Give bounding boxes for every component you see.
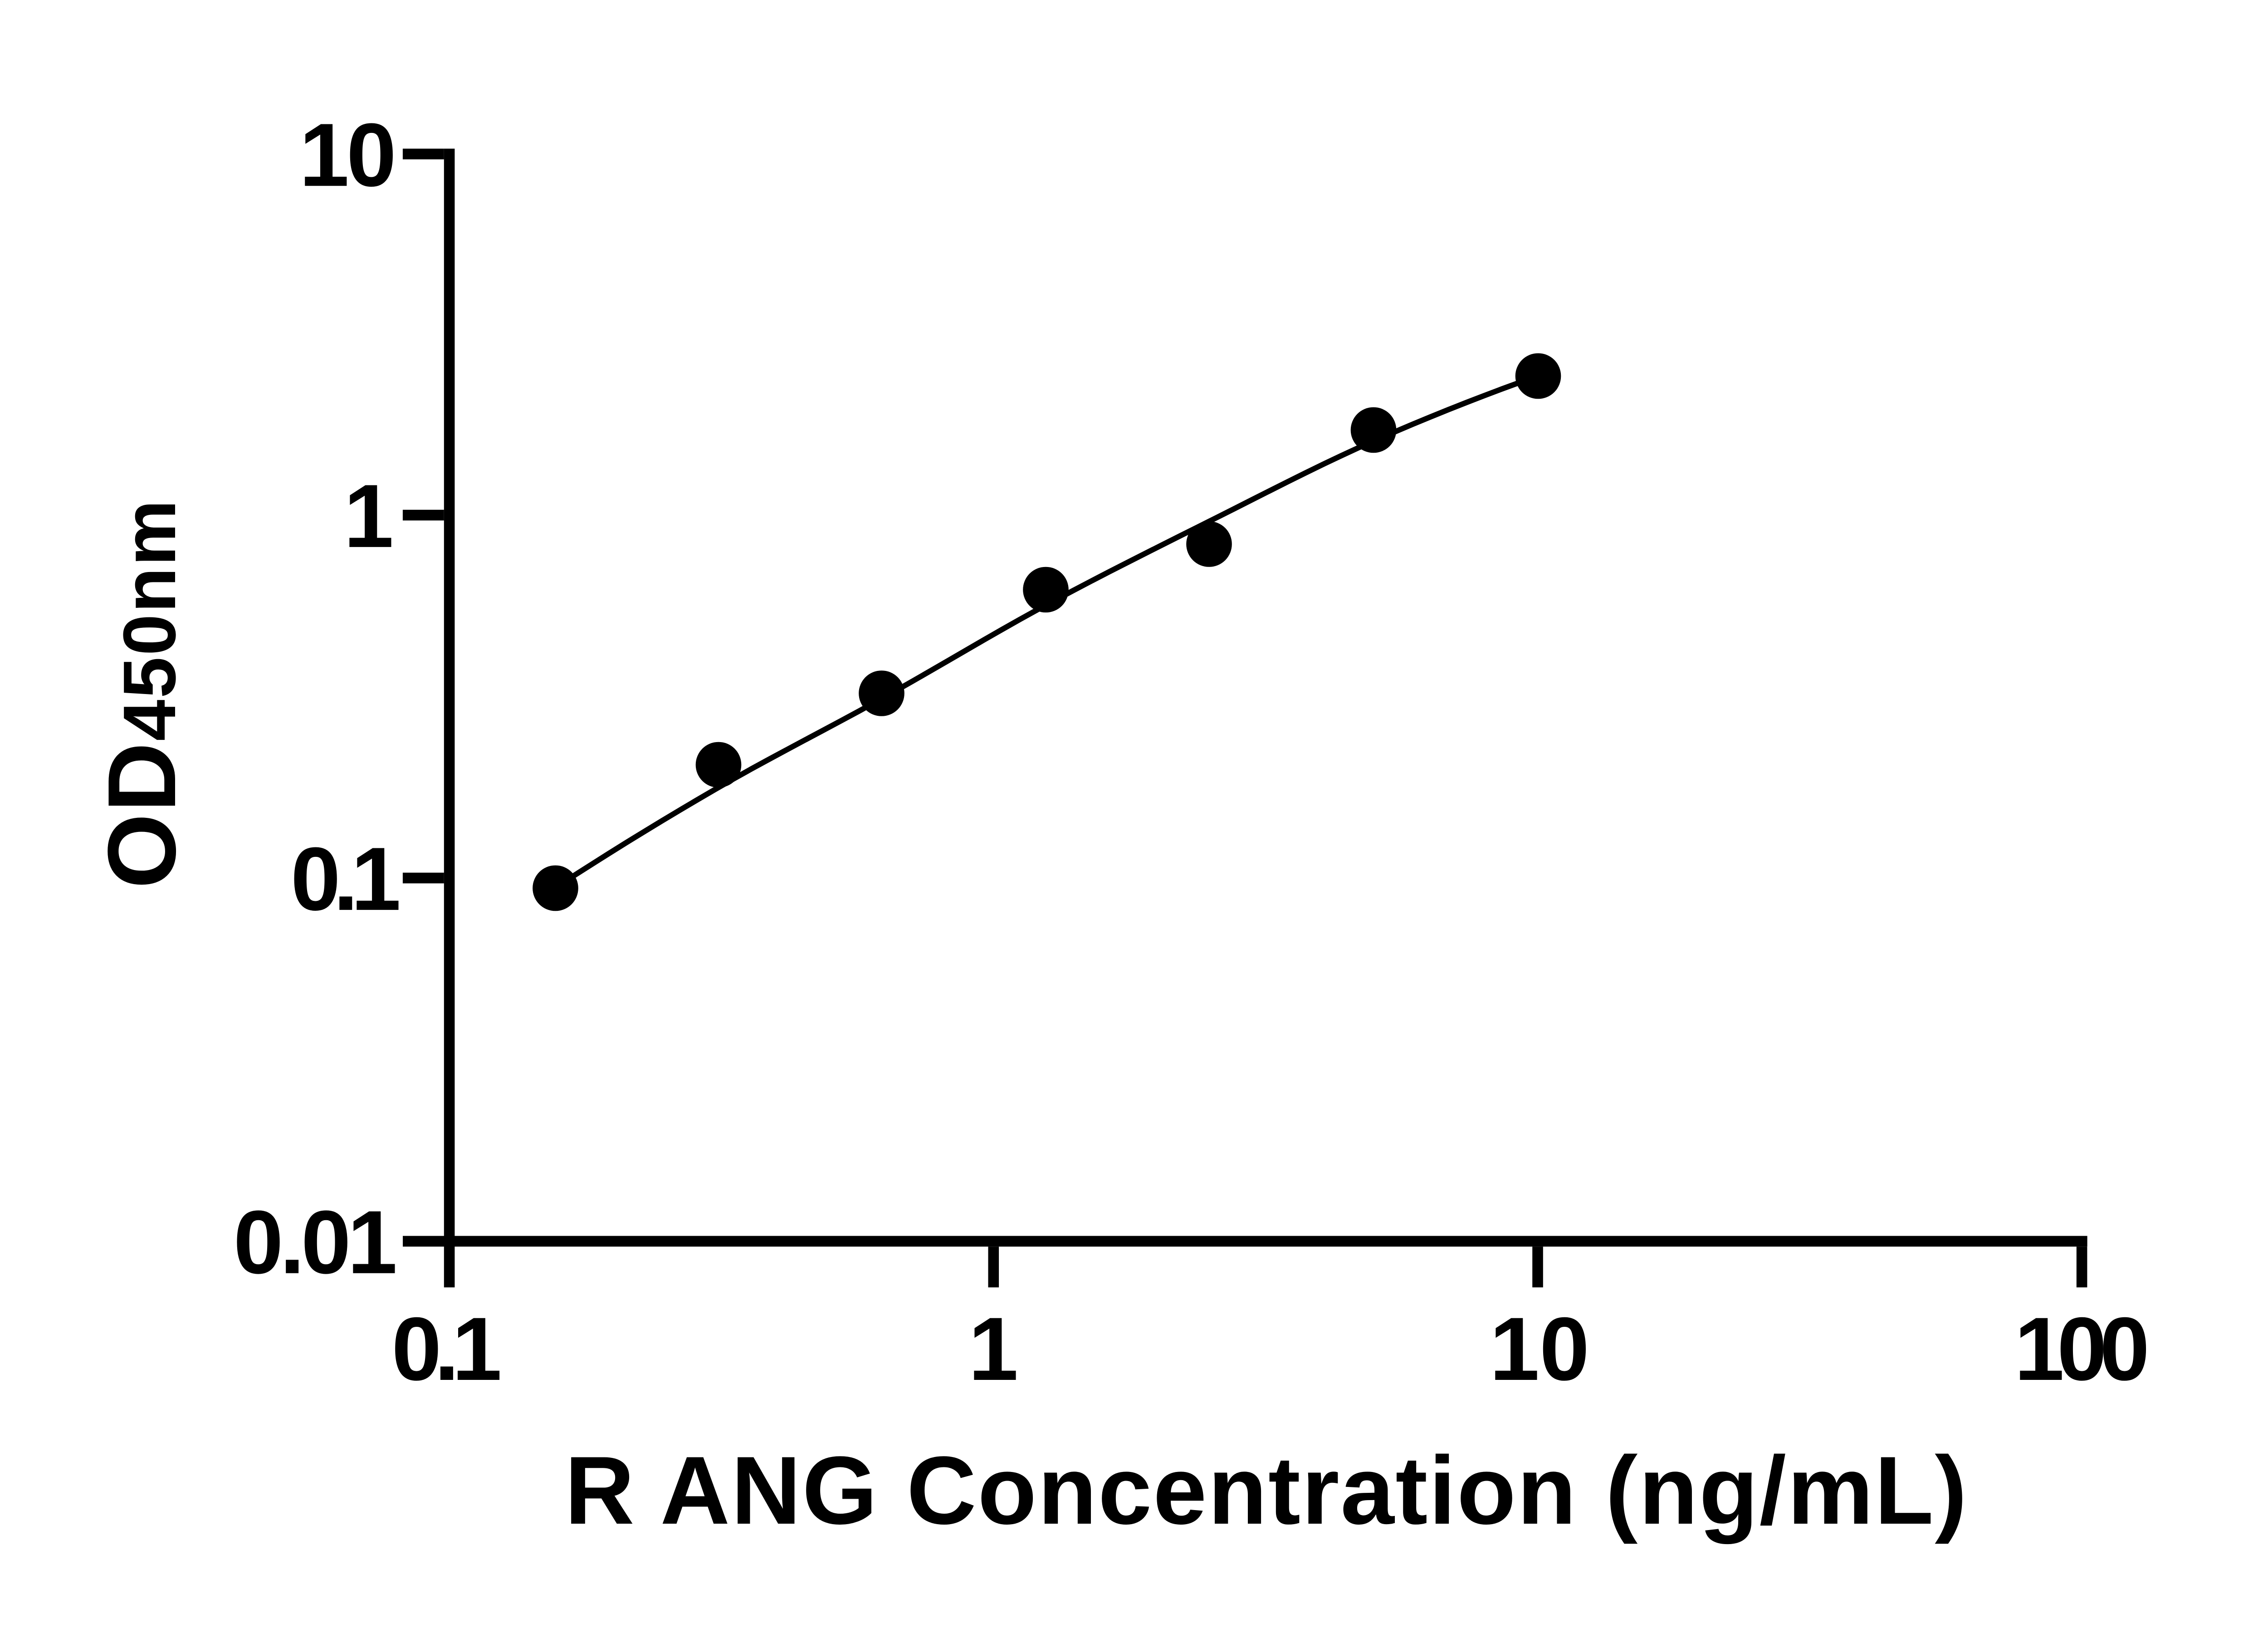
svg-text:10: 10 [299, 105, 394, 205]
svg-text:100: 100 [2014, 1299, 2146, 1399]
svg-text:0.1: 0.1 [391, 1299, 499, 1399]
svg-text:OD450nm: OD450nm [88, 499, 196, 889]
svg-text:1: 1 [968, 1299, 1018, 1399]
svg-text:10: 10 [1490, 1299, 1589, 1399]
svg-text:0.01: 0.01 [234, 1192, 395, 1292]
svg-text:0.1: 0.1 [291, 829, 399, 929]
svg-text:R ANG Concentration (ng/mL): R ANG Concentration (ng/mL) [565, 1437, 1968, 1545]
svg-text:1: 1 [344, 466, 394, 566]
